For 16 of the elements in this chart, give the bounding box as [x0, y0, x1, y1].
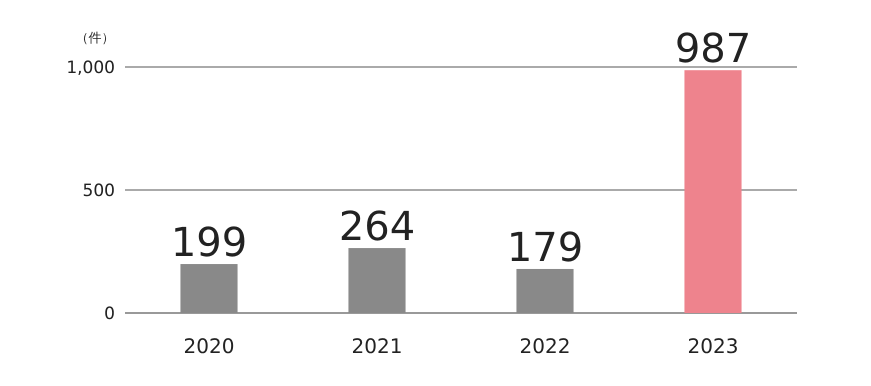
data-label: 179: [506, 224, 584, 271]
x-tick-label: 2020: [184, 334, 234, 358]
y-tick-label: 1,000: [66, 58, 115, 78]
data-label: 199: [170, 220, 248, 266]
bar: [348, 248, 406, 313]
x-tick-label: 2023: [688, 334, 738, 358]
bar: [516, 268, 574, 313]
data-label: 987: [674, 26, 752, 72]
y-tick-label: 0: [104, 304, 115, 324]
x-tick-label: 2022: [520, 334, 570, 358]
bar: [180, 264, 238, 313]
x-tick-label: 2021: [352, 334, 402, 358]
bar: [684, 70, 742, 313]
y-axis-title: （件）: [76, 31, 114, 46]
y-tick-label: 500: [82, 180, 115, 201]
data-label: 264: [338, 204, 416, 250]
